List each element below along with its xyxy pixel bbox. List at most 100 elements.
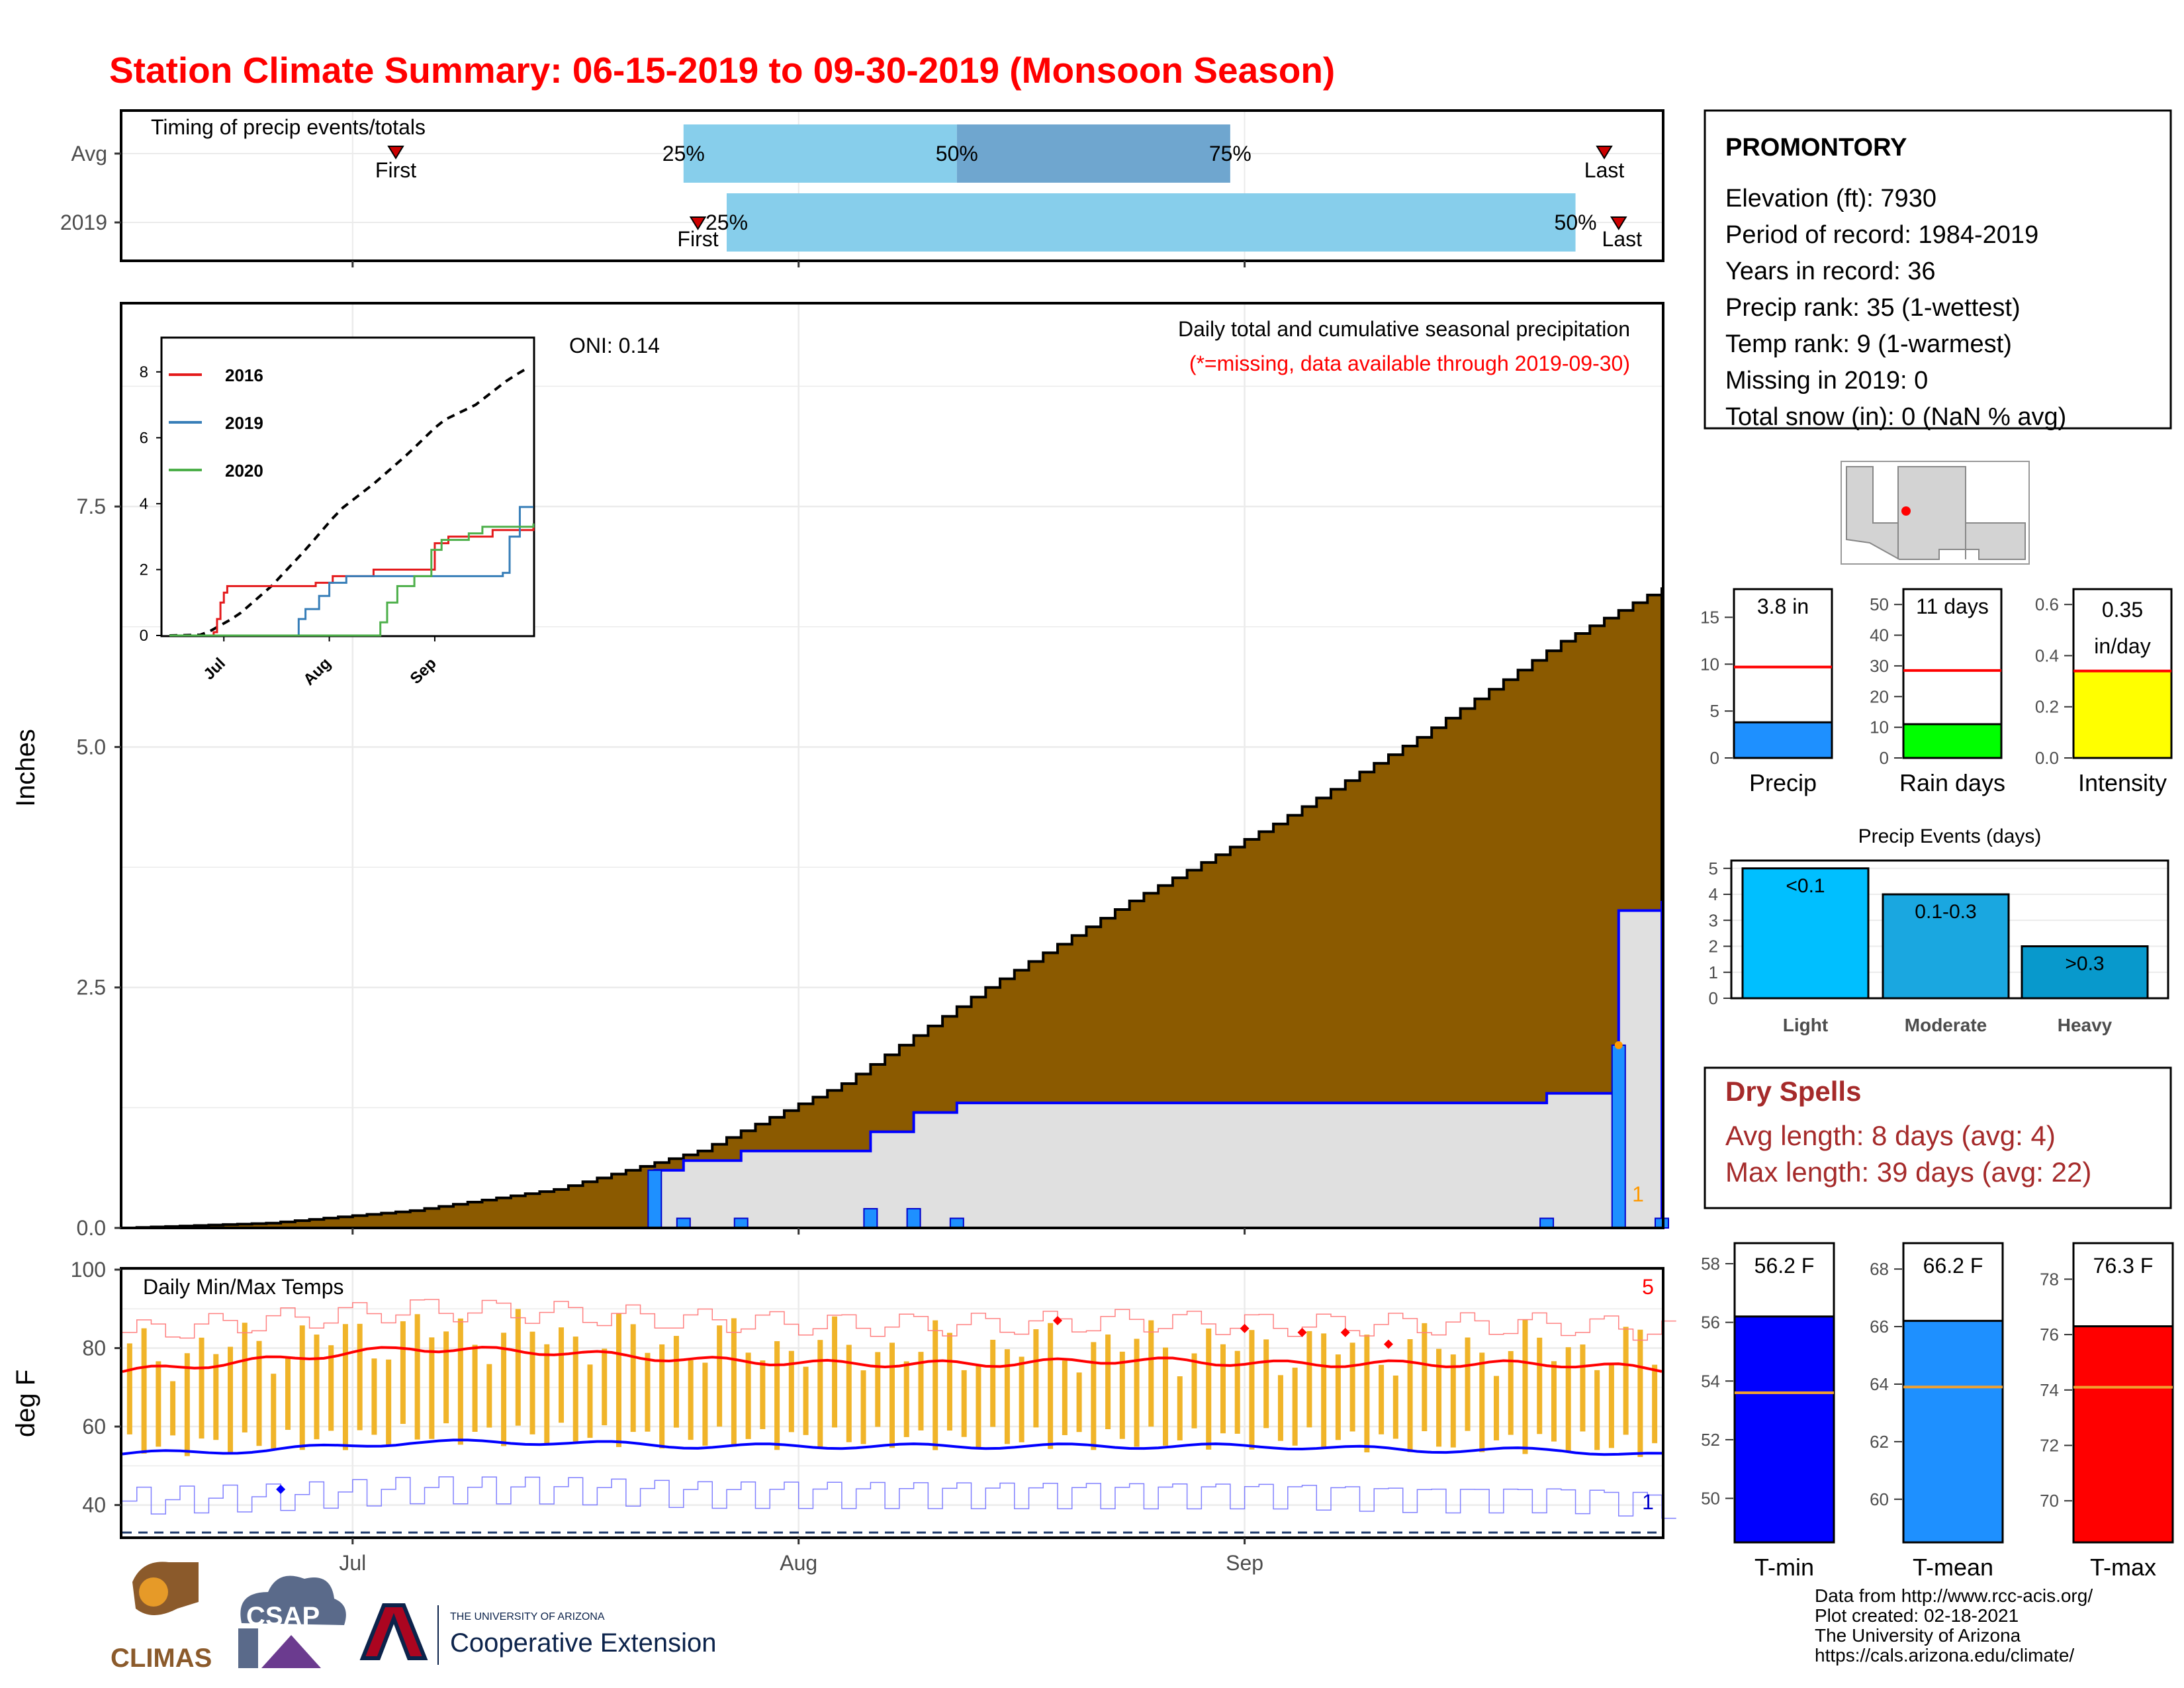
daily-temp-range-bar [1191,1353,1197,1429]
station-line: Total snow (in): 0 (NaN % avg) [1725,403,2066,431]
summary-bar-label: Rain days [1899,769,2005,796]
record-high-marker [1240,1323,1250,1333]
temp-summary-value-label: 76.3 F [2093,1254,2154,1278]
temp-summary-label: T-mean [1913,1554,1993,1581]
csap-mountain [261,1635,321,1668]
daily-temp-range-bar [342,1324,348,1450]
climas-logo: CLIMAS [111,1562,212,1673]
inset-line-2020 [169,523,535,637]
temp-summary-bars: 50 52 54 56 58 56.2 F T-min 60 62 64 66 68 66.2 F T-m… [1701,1242,2174,1581]
daily-temp-range-bar [1565,1347,1571,1452]
summary-bar-value [1902,723,2003,759]
daily-temp-range-bar [1105,1334,1111,1430]
daily-temp-range-bar [659,1344,665,1449]
event-bar-value-label: 0.1-0.3 [1915,901,1976,923]
event-bar-label: Moderate [1905,1015,1987,1035]
daily-temp-range-bar [572,1336,578,1442]
daily-temp-range-bar [788,1350,794,1432]
daily-temp-range-bar [1436,1348,1442,1447]
temp-summary-y-tick-label: 52 [1701,1430,1720,1450]
summary-bar-y-tick-label: 0.0 [2035,748,2059,768]
summary-bar-label: Precip [1749,769,1817,796]
summary-bar-value-unit: in/day [2094,634,2150,658]
precip-y-tick-label: 7.5 [77,494,106,518]
daily-temp-range-bar [501,1333,507,1446]
timing-2019-first-label: First [677,227,718,251]
daily-temp-range-bar [1292,1368,1298,1446]
precip-y-label: Inches [11,729,40,807]
temp-summary-y-tick-label: 68 [1870,1259,1889,1279]
daily-temp-range-bar [529,1331,535,1434]
daily-temp-range-bar [860,1370,866,1444]
daily-temp-range-bar [457,1318,463,1445]
locator-map [1841,461,2030,565]
temp-count-min: 1 [1642,1490,1654,1514]
daily-precip-bars [647,1041,1669,1229]
ua-small-text: THE UNIVERSITY OF ARIZONA [450,1611,605,1622]
daily-temp-range-bar [918,1352,924,1430]
station-box: PROMONTORY Elevation (ft): 7930 Period o… [1704,109,2172,431]
daily-precip-bar [1539,1217,1555,1229]
daily-temp-range-bar [328,1345,334,1431]
station-name: PROMONTORY [1725,134,1907,162]
temp-y-ticks: 40 60 80 100 [71,1258,121,1517]
daily-temp-range-bar [256,1340,262,1446]
daily-temp-range-bar [443,1331,449,1424]
temp-summary-y-tick-label: 74 [2040,1380,2059,1400]
inset-avg-line [169,367,527,637]
daily-temp-range-bar [1551,1361,1557,1442]
inset-y-tick-label: 4 [140,495,148,513]
climas-sun [139,1577,168,1607]
event-bar-value-label: <0.1 [1786,875,1825,897]
daily-temp-range-bar [702,1362,708,1446]
daily-temp-range-bar [1119,1351,1125,1439]
events-y-tick-label: 3 [1709,910,1718,930]
temp-summary-value-bar [1733,1315,1835,1544]
timing-row-label-2019: 2019 [60,211,107,234]
summary-bar-y-tick-label: 15 [1700,608,1719,628]
precip-panel-frame [120,302,1664,1229]
daily-temp-range-bar [1076,1372,1082,1432]
station-line: Missing in 2019: 0 [1725,367,1928,395]
temp-summary-y-tick-label: 50 [1701,1489,1720,1509]
daily-temp-range-bar [228,1346,234,1454]
daily-temp-range-bar [903,1361,909,1437]
daily-temp-range-bar [141,1328,147,1454]
daily-temp-range-bar [1306,1331,1312,1428]
precip-count-label: 1 [1632,1182,1644,1206]
daily-temp-range-bar [645,1352,651,1432]
temp-y-tick-label: 60 [82,1415,106,1438]
record-high-marker [1052,1316,1062,1326]
daily-temp-range-bar [1091,1342,1097,1450]
temp-summary-y-tick-label: 76 [2040,1325,2059,1344]
record-min-line [122,1476,1676,1519]
daily-temp-range-bar [199,1337,205,1439]
daily-temp-range-bar [1249,1330,1255,1450]
temp-summary-value-label: 56.2 F [1754,1254,1815,1278]
station-line: Period of record: 1984-2019 [1725,221,2038,249]
events-y-tick-label: 4 [1709,884,1718,904]
max-precip-marker [1614,1041,1623,1049]
events-y-tick-label: 5 [1709,859,1718,878]
temp-summary-y-tick-label: 78 [2040,1269,2059,1289]
daily-temp-range-bar [933,1320,938,1450]
first-marker-avg [387,146,404,160]
summary-bar-value-label: 0.35 [2102,598,2143,622]
timing-2019-bar [727,193,1576,252]
daily-temp-range-bar [1407,1339,1413,1452]
daily-temp-range-bar [688,1360,694,1440]
daily-temp-range-bar [184,1353,190,1456]
daily-temp-range-bar [242,1323,248,1432]
daily-temp-range-bar [731,1318,737,1447]
timing-avg-first-label: First [375,158,416,182]
daily-temp-range-bar [1392,1375,1398,1439]
daily-precip-bar [863,1207,878,1229]
dry-spells-frame [1704,1066,2172,1209]
record-high-marker [1340,1327,1350,1337]
oni-label: ONI: 0.14 [569,334,660,357]
daily-temp-range-bar [1494,1376,1500,1440]
timing-2019-p50-label: 50% [1555,211,1597,234]
summary-bar-intensity: 0.0 0.2 0.4 0.6 0.35 in/day Intensity [2035,588,2173,796]
cumulative-average-area [122,587,1663,1229]
